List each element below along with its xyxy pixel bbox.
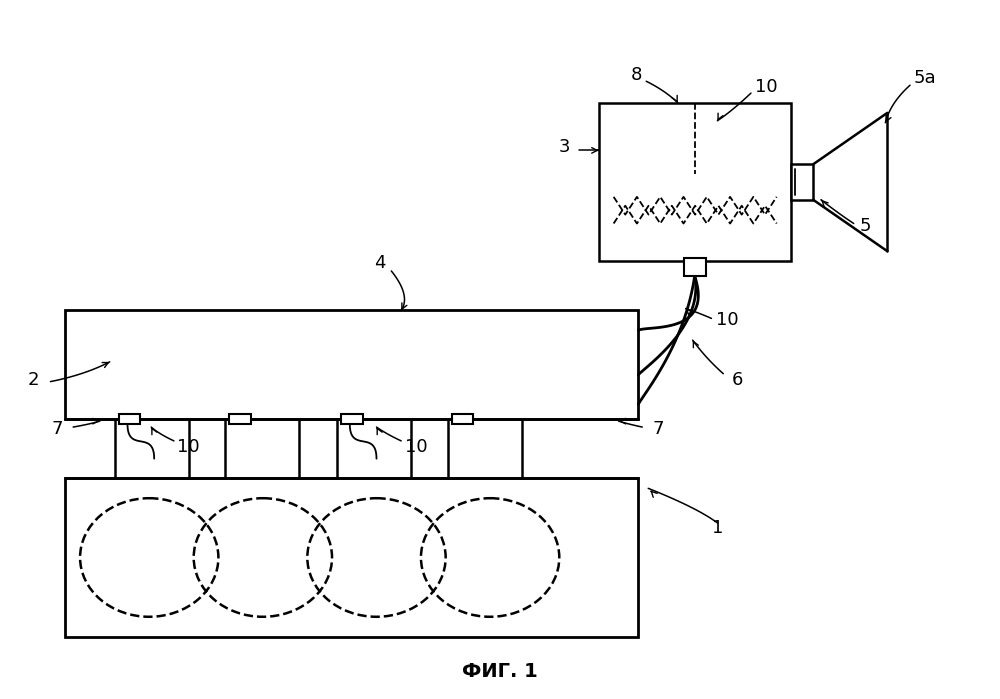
Bar bbox=[65, 310, 638, 419]
Text: 7: 7 bbox=[652, 420, 664, 438]
Bar bbox=[791, 164, 813, 200]
Text: 10: 10 bbox=[716, 311, 739, 329]
Bar bbox=[229, 415, 251, 424]
Text: 10: 10 bbox=[405, 438, 427, 456]
Text: 2: 2 bbox=[28, 370, 39, 389]
Bar bbox=[119, 415, 140, 424]
Bar bbox=[65, 478, 638, 637]
Text: 7: 7 bbox=[52, 420, 63, 438]
Text: 5: 5 bbox=[860, 217, 871, 236]
Text: 1: 1 bbox=[712, 519, 723, 537]
Text: 3: 3 bbox=[558, 138, 570, 157]
Bar bbox=[684, 258, 706, 276]
Text: 8: 8 bbox=[631, 66, 642, 85]
Text: ФИГ. 1: ФИГ. 1 bbox=[462, 662, 538, 681]
Bar bbox=[599, 103, 791, 261]
Text: 4: 4 bbox=[374, 254, 385, 272]
Bar bbox=[452, 415, 473, 424]
Text: 6: 6 bbox=[731, 370, 743, 389]
Bar bbox=[341, 415, 363, 424]
Text: 10: 10 bbox=[177, 438, 200, 456]
Text: 10: 10 bbox=[755, 78, 778, 96]
Text: 5a: 5a bbox=[914, 69, 936, 87]
